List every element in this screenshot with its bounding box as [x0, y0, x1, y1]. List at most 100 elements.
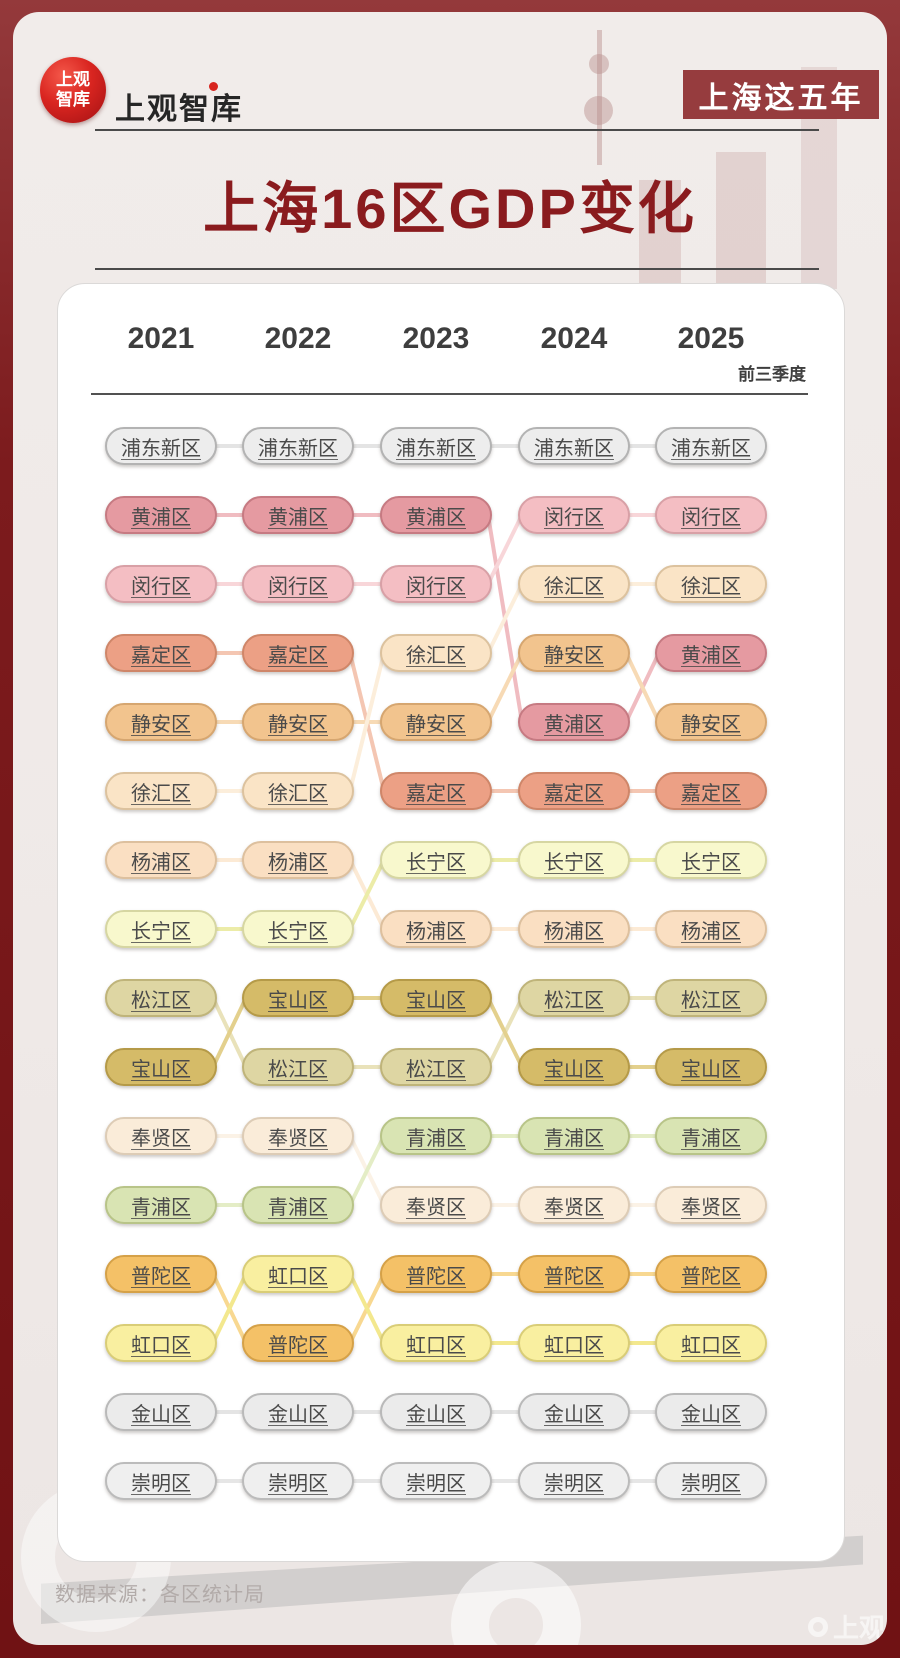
district-pill-label: 嘉定区 — [681, 782, 741, 805]
district-pill: 宝山区 — [655, 1048, 767, 1086]
district-pill-label: 金山区 — [131, 1403, 191, 1426]
district-pill-label: 青浦区 — [681, 1127, 741, 1150]
district-pill-label: 浦东新区 — [534, 437, 614, 460]
district-pill: 奉贤区 — [518, 1186, 630, 1224]
district-pill: 黄浦区 — [380, 496, 492, 534]
district-pill-label: 普陀区 — [268, 1334, 328, 1357]
district-pill-label: 崇明区 — [131, 1472, 191, 1495]
district-pill: 普陀区 — [655, 1255, 767, 1293]
district-pill: 虹口区 — [655, 1324, 767, 1362]
district-pill-label: 宝山区 — [544, 1058, 604, 1081]
district-pill-label: 浦东新区 — [121, 437, 201, 460]
watermark: 上观 — [807, 1608, 885, 1645]
district-pill: 虹口区 — [380, 1324, 492, 1362]
column-header-2025-note: 前三季度 — [738, 365, 806, 384]
district-pill: 长宁区 — [655, 841, 767, 879]
district-pill-label: 宝山区 — [131, 1058, 191, 1081]
district-pill: 静安区 — [655, 703, 767, 741]
column-header-2025: 2025 — [677, 322, 745, 355]
district-pill: 青浦区 — [242, 1186, 354, 1224]
logo-text-bottom: 智库 — [56, 90, 90, 109]
district-pill: 徐汇区 — [105, 772, 217, 810]
district-pill-label: 虹口区 — [681, 1334, 741, 1357]
district-pill-label: 杨浦区 — [544, 920, 604, 943]
district-pill: 奉贤区 — [105, 1117, 217, 1155]
district-pill: 静安区 — [242, 703, 354, 741]
district-pill: 闵行区 — [242, 565, 354, 603]
district-pill: 黄浦区 — [655, 634, 767, 672]
district-pill-label: 青浦区 — [544, 1127, 604, 1150]
district-pill: 青浦区 — [518, 1117, 630, 1155]
district-pill-label: 松江区 — [268, 1058, 328, 1081]
district-pill-label: 浦东新区 — [671, 437, 751, 460]
district-pill: 金山区 — [105, 1393, 217, 1431]
district-pill: 浦东新区 — [105, 427, 217, 465]
district-pill: 松江区 — [655, 979, 767, 1017]
district-pill: 宝山区 — [518, 1048, 630, 1086]
chart-card: 2021 2022 2023 2024 2025 前三季度 浦东新区 黄浦区 闵行区… — [57, 283, 845, 1562]
district-pill-label: 黄浦区 — [131, 506, 191, 529]
district-pill-label: 金山区 — [406, 1403, 466, 1426]
series-badge: 上海这五年 — [683, 70, 879, 119]
district-pill-label: 嘉定区 — [268, 644, 328, 667]
district-pill: 闵行区 — [380, 565, 492, 603]
district-pill-label: 松江区 — [406, 1058, 466, 1081]
brand-logo: 上观 智库 — [40, 57, 106, 123]
district-pill-label: 嘉定区 — [406, 782, 466, 805]
district-pill: 杨浦区 — [242, 841, 354, 879]
district-pill-label: 徐汇区 — [131, 782, 191, 805]
district-pill: 嘉定区 — [655, 772, 767, 810]
district-pill-label: 静安区 — [544, 644, 604, 667]
brand-name: 上观智库 — [115, 93, 243, 126]
connector-lines — [211, 444, 661, 1483]
district-pill-label: 静安区 — [131, 713, 191, 736]
district-pill: 长宁区 — [242, 910, 354, 948]
district-pill: 嘉定区 — [380, 772, 492, 810]
district-pill: 金山区 — [655, 1393, 767, 1431]
divider-line — [95, 268, 819, 270]
district-pill-label: 杨浦区 — [131, 851, 191, 874]
district-pill-label: 长宁区 — [681, 851, 741, 874]
district-pill: 黄浦区 — [518, 703, 630, 741]
district-pill: 浦东新区 — [242, 427, 354, 465]
district-pill-label: 普陀区 — [681, 1265, 741, 1288]
district-pill-label: 长宁区 — [131, 920, 191, 943]
district-pill: 金山区 — [518, 1393, 630, 1431]
district-pill-label: 奉贤区 — [268, 1127, 328, 1150]
building-silhouette — [639, 180, 681, 290]
district-pill-label: 宝山区 — [268, 989, 328, 1012]
district-pill-label: 松江区 — [131, 989, 191, 1012]
district-pill: 黄浦区 — [242, 496, 354, 534]
pearl-tower-sphere-icon — [589, 54, 609, 74]
district-pill-label: 静安区 — [406, 713, 466, 736]
district-pill: 青浦区 — [655, 1117, 767, 1155]
district-pill: 崇明区 — [380, 1462, 492, 1500]
header-underline — [91, 393, 808, 395]
district-pill-label: 杨浦区 — [406, 920, 466, 943]
district-pill-label: 黄浦区 — [681, 644, 741, 667]
district-pill-label: 杨浦区 — [681, 920, 741, 943]
district-pill: 奉贤区 — [655, 1186, 767, 1224]
district-pill: 松江区 — [242, 1048, 354, 1086]
district-pill: 青浦区 — [105, 1186, 217, 1224]
district-pill: 虹口区 — [105, 1324, 217, 1362]
district-pill: 金山区 — [242, 1393, 354, 1431]
district-pill-label: 徐汇区 — [268, 782, 328, 805]
district-pill: 普陀区 — [518, 1255, 630, 1293]
district-pill: 静安区 — [105, 703, 217, 741]
district-pill-label: 徐汇区 — [681, 575, 741, 598]
data-source-note: 数据来源：各区统计局 — [55, 1584, 265, 1606]
district-pill-label: 宝山区 — [406, 989, 466, 1012]
district-pill-label: 杨浦区 — [268, 851, 328, 874]
district-pill: 普陀区 — [105, 1255, 217, 1293]
watermark-ring-icon — [807, 1616, 828, 1637]
district-pill-label: 黄浦区 — [544, 713, 604, 736]
district-pill-label: 崇明区 — [544, 1472, 604, 1495]
district-pill-label: 徐汇区 — [406, 644, 466, 667]
district-pill: 杨浦区 — [518, 910, 630, 948]
district-pill: 徐汇区 — [380, 634, 492, 672]
district-pill-label: 奉贤区 — [544, 1196, 604, 1219]
column-header-2022: 2022 — [264, 322, 332, 355]
poster-background: 上观 智库 上观智库 上海这五年 上海16区GDP变化 2021 2022 20… — [13, 12, 887, 1645]
district-pill: 嘉定区 — [242, 634, 354, 672]
